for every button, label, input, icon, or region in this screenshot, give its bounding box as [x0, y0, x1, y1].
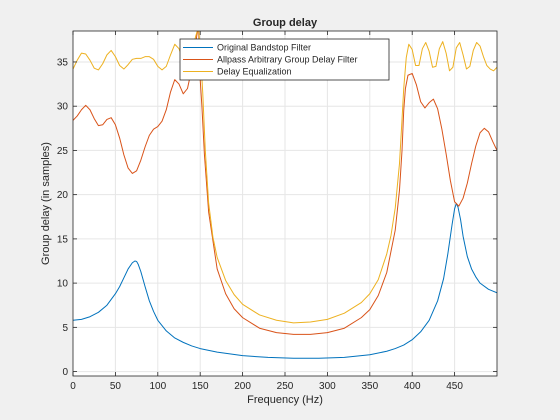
legend-label-delay-equalization: Delay Equalization [217, 67, 292, 77]
y-tick-label-15: 15 [57, 234, 69, 245]
x-tick-label-200: 200 [234, 381, 251, 392]
legend-label-allpass: Allpass Arbitrary Group Delay Filter [217, 55, 358, 65]
y-tick-label-10: 10 [57, 279, 69, 290]
ticks: 0 50 100 150 200 250 300 350 400 450 0 5 10 15 20 25 30 3… [57, 31, 497, 392]
x-tick-label-400: 400 [404, 381, 421, 392]
series-line-original-bandstop-filter [73, 203, 497, 359]
y-tick-label-0: 0 [62, 367, 68, 378]
chart-title: Group delay [253, 17, 318, 29]
y-tick-label-5: 5 [62, 323, 68, 334]
x-tick-label-100: 100 [149, 381, 166, 392]
x-tick-label-0: 0 [70, 381, 76, 392]
y-tick-label-20: 20 [57, 190, 69, 201]
legend-label-original-bandstop: Original Bandstop Filter [217, 43, 311, 53]
series-lines [73, 31, 497, 359]
y-tick-label-35: 35 [57, 57, 69, 68]
x-tick-label-250: 250 [277, 381, 294, 392]
x-tick-label-150: 150 [192, 381, 209, 392]
series-line-allpass-arbitrary-group-delay-filter [73, 31, 497, 335]
x-tick-label-450: 450 [446, 381, 463, 392]
series-line-delay-equalization [73, 31, 497, 324]
x-axis-label: Frequency (Hz) [247, 394, 323, 406]
y-axis-label: Group delay (in samples) [40, 142, 52, 265]
legend-box [179, 38, 390, 81]
x-tick-label-50: 50 [110, 381, 122, 392]
x-tick-label-350: 350 [361, 381, 378, 392]
y-tick-label-30: 30 [57, 102, 69, 113]
y-tick-label-25: 25 [57, 146, 69, 157]
legend[interactable]: Original Bandstop Filter Allpass Arbitra… [179, 38, 390, 81]
x-tick-label-300: 300 [319, 381, 336, 392]
